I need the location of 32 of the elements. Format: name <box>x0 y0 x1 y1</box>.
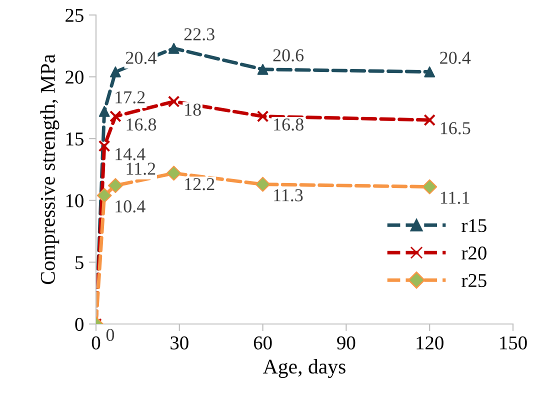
data-label: 10.4 <box>116 200 146 213</box>
data-label: 20.6 <box>273 49 304 62</box>
y-tick-label: 0 <box>75 318 84 331</box>
y-axis-title: Compressive strength, MPa <box>40 54 60 284</box>
data-label: 12.2 <box>185 178 214 190</box>
x-tick-label: 120 <box>416 336 444 350</box>
x-tick-label: 90 <box>337 336 356 350</box>
y-tick-label: 15 <box>66 132 84 146</box>
x-tick-label: 30 <box>170 336 188 350</box>
y-tick-label: 5 <box>76 256 84 270</box>
legend-label: r25 <box>462 274 486 288</box>
y-tick-label: 10 <box>66 194 84 208</box>
data-label: 11.2 <box>126 162 156 175</box>
y-tick-label: 20 <box>66 70 84 84</box>
x-tick-label: 60 <box>254 336 272 350</box>
data-label: 14.4 <box>116 148 146 160</box>
data-label: 18 <box>185 104 201 116</box>
data-label: 20.4 <box>126 52 156 64</box>
legend-label: r20 <box>462 246 486 260</box>
x-tick-label: 150 <box>500 336 527 350</box>
data-label: 16.8 <box>274 118 304 131</box>
data-label: 16.8 <box>126 118 156 131</box>
data-label: 16.5 <box>440 122 470 134</box>
x-axis-title: Age, days <box>263 358 346 378</box>
x-tick-label: 0 <box>92 336 100 350</box>
y-tick-label: 25 <box>66 8 84 22</box>
legend-label: r15 <box>462 219 486 232</box>
data-label: 20.4 <box>440 52 471 64</box>
data-label: 22.3 <box>184 28 214 40</box>
data-label: 11.3 <box>274 189 303 202</box>
data-label: 17.2 <box>116 91 145 104</box>
data-label: 11.1 <box>440 192 470 204</box>
